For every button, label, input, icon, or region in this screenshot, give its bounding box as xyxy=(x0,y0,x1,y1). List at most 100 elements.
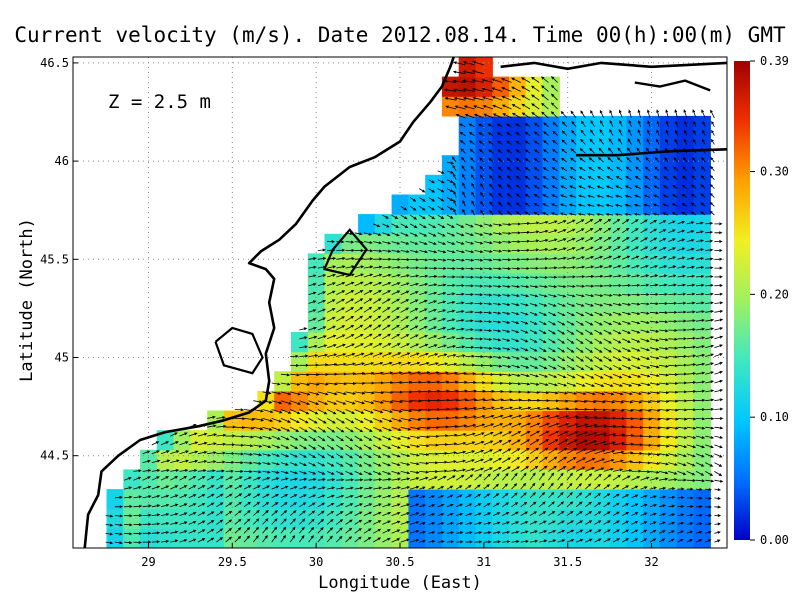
velocity-cell xyxy=(223,528,242,548)
velocity-arrow xyxy=(243,493,252,499)
velocity-arrow xyxy=(253,470,262,474)
velocity-arrow xyxy=(637,138,641,145)
velocity-cell xyxy=(576,410,594,431)
velocity-arrow xyxy=(695,266,705,269)
velocity-arrow xyxy=(483,414,495,419)
velocity-arrow xyxy=(575,483,582,490)
velocity-arrow xyxy=(502,406,513,410)
velocity-arrow xyxy=(465,258,475,262)
velocity-arrow xyxy=(668,417,679,421)
velocity-arrow xyxy=(474,241,484,245)
velocity-arrow xyxy=(271,493,279,499)
velocity-arrow xyxy=(493,284,502,288)
velocity-arrow xyxy=(409,308,419,313)
velocity-arrow xyxy=(363,478,373,482)
velocity-arrow xyxy=(336,316,346,322)
velocity-arrow xyxy=(391,290,401,295)
velocity-arrow xyxy=(686,247,695,251)
velocity-cell xyxy=(190,430,208,451)
velocity-cell xyxy=(525,489,544,510)
velocity-arrow xyxy=(382,409,393,413)
velocity-cell xyxy=(475,273,493,294)
velocity-cell xyxy=(307,449,326,470)
velocity-arrow xyxy=(711,120,715,127)
velocity-arrow xyxy=(637,129,641,136)
velocity-arrow xyxy=(649,228,658,234)
velocity-arrow xyxy=(354,486,364,490)
velocity-arrow xyxy=(465,494,472,499)
velocity-cell xyxy=(509,351,527,372)
velocity-arrow xyxy=(206,511,215,516)
velocity-cell xyxy=(559,528,577,548)
velocity-arrow xyxy=(548,430,560,437)
velocity-arrow xyxy=(677,530,685,534)
velocity-arrow xyxy=(566,472,573,481)
velocity-arrow xyxy=(289,535,296,543)
velocity-arrow xyxy=(520,492,527,499)
velocity-arrow xyxy=(151,495,161,499)
velocity-arrow xyxy=(253,461,262,465)
velocity-cell xyxy=(676,351,695,372)
velocity-arrow xyxy=(575,338,584,344)
velocity-cell xyxy=(576,332,594,353)
velocity-arrow xyxy=(493,347,502,351)
velocity-arrow xyxy=(160,503,170,508)
velocity-arrow xyxy=(437,197,445,202)
velocity-arrow xyxy=(493,373,503,377)
velocity-arrow xyxy=(456,522,464,525)
velocity-arrow xyxy=(290,391,301,396)
velocity-arrow xyxy=(548,364,557,370)
velocity-arrow xyxy=(570,148,577,154)
velocity-arrow xyxy=(262,535,268,543)
velocity-arrow xyxy=(463,105,475,110)
velocity-cell xyxy=(358,528,376,548)
velocity-arrow xyxy=(520,276,530,279)
velocity-arrow xyxy=(672,184,678,189)
velocity-arrow xyxy=(437,353,448,357)
velocity-arrow xyxy=(635,156,641,163)
velocity-arrow xyxy=(603,458,615,463)
velocity-arrow xyxy=(603,441,616,446)
velocity-arrow xyxy=(382,352,393,357)
velocity-arrow xyxy=(627,138,632,145)
velocity-arrow xyxy=(437,214,445,219)
velocity-arrow xyxy=(511,414,523,419)
velocity-cell xyxy=(643,351,661,372)
velocity-arrow xyxy=(151,504,161,508)
velocity-arrow xyxy=(354,343,365,349)
velocity-arrow xyxy=(179,530,188,534)
velocity-arrow xyxy=(617,147,623,154)
velocity-arrow xyxy=(542,194,549,198)
velocity-cell xyxy=(106,528,124,548)
velocity-cell xyxy=(257,508,275,529)
velocity-arrow xyxy=(649,391,661,395)
velocity-arrow xyxy=(566,219,576,225)
velocity-arrow xyxy=(637,109,641,119)
velocity-arrow xyxy=(529,539,539,543)
velocity-arrow xyxy=(524,167,531,172)
velocity-arrow xyxy=(437,292,447,295)
velocity-arrow xyxy=(672,175,678,181)
velocity-arrow xyxy=(529,230,540,234)
velocity-arrow xyxy=(548,491,555,499)
velocity-arrow xyxy=(391,352,402,357)
velocity-arrow xyxy=(659,320,669,324)
velocity-arrow xyxy=(603,274,613,278)
velocity-arrow xyxy=(566,448,578,455)
velocity-arrow xyxy=(524,193,531,198)
velocity-arrow xyxy=(566,407,579,411)
velocity-arrow xyxy=(216,493,224,499)
velocity-arrow xyxy=(548,520,556,525)
velocity-arrow xyxy=(446,371,458,375)
velocity-arrow xyxy=(483,423,495,428)
velocity-arrow xyxy=(207,493,215,499)
velocity-arrow xyxy=(683,138,688,145)
velocity-arrow xyxy=(557,415,570,419)
velocity-arrow xyxy=(492,440,503,446)
velocity-arrow xyxy=(603,520,611,525)
velocity-arrow xyxy=(649,237,658,242)
velocity-arrow xyxy=(234,426,246,430)
velocity-arrow xyxy=(705,327,715,331)
velocity-arrow xyxy=(624,185,632,189)
velocity-arrow xyxy=(538,491,546,499)
